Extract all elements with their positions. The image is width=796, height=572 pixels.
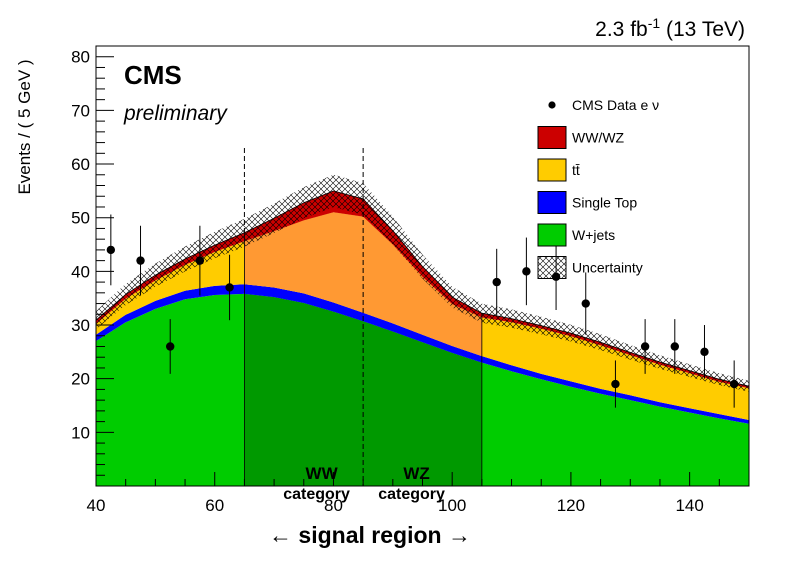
legend-entry: CMS Data e ν — [548, 97, 659, 113]
data-marker — [611, 379, 620, 389]
lumi-energy: (13 TeV) — [660, 18, 745, 41]
lumi-superscript: -1 — [648, 15, 661, 31]
data-marker — [700, 347, 709, 357]
legend-swatch — [537, 126, 567, 149]
uncertainty-hatch — [96, 174, 749, 392]
data-point — [670, 319, 679, 374]
data-marker — [581, 299, 590, 308]
legend-label: W+jets — [572, 227, 615, 243]
y-tick-label: 60 — [71, 155, 90, 174]
data-points — [106, 214, 739, 408]
data-point — [640, 319, 650, 374]
legend-swatch — [537, 191, 567, 214]
legend-swatch — [537, 223, 567, 247]
legend-hatch-swatch — [537, 256, 567, 279]
y-tick-label: 40 — [71, 262, 90, 281]
stacked-areas — [96, 190, 749, 486]
category-sub-ww: category — [283, 486, 350, 503]
data-marker — [106, 245, 116, 255]
data-point — [611, 360, 620, 408]
data-point — [136, 225, 145, 296]
category-name-wz: WZ — [403, 464, 429, 483]
legend-entry: tt̄ — [537, 158, 580, 182]
x-tick-label: 120 — [557, 496, 585, 515]
y-tick-label: 70 — [71, 101, 90, 120]
x-tick-label: 140 — [675, 496, 703, 515]
x-tick-label: 60 — [205, 496, 224, 515]
data-point — [225, 254, 234, 321]
legend-label: WW/WZ — [572, 130, 625, 146]
data-marker — [136, 256, 145, 265]
data-point — [729, 360, 739, 408]
legend-entry: Uncertainty — [537, 256, 643, 279]
data-marker — [729, 379, 739, 389]
data-marker — [522, 267, 531, 276]
data-marker — [166, 342, 175, 351]
area-single-top — [96, 284, 749, 424]
data-point — [700, 325, 709, 379]
data-point — [522, 237, 531, 306]
legend-entry: WW/WZ — [537, 126, 625, 149]
data-point — [581, 272, 590, 335]
axes: 40 60 80 100 120 140 10 20 30 40 50 60 70 80 — [71, 45, 720, 515]
x-axis-title: ← signal region → — [269, 522, 471, 548]
data-point — [106, 214, 116, 286]
category-name-ww: WW — [306, 464, 339, 483]
y-tick-label: 10 — [71, 423, 90, 442]
data-point — [166, 319, 175, 374]
uncertainty-band — [96, 174, 749, 392]
y-tick-label: 50 — [71, 209, 90, 228]
y-tick-label: 80 — [71, 48, 90, 67]
data-marker — [492, 277, 501, 287]
x-tick-label: 80 — [324, 496, 343, 515]
category-labels: WW category WZ category — [283, 464, 445, 503]
legend: CMS Data e ν WW/WZ tt̄ Single Top W+jets Unce… — [537, 97, 659, 279]
legend-label: tt̄ — [572, 162, 580, 178]
legend-marker — [548, 101, 556, 109]
data-point — [492, 248, 501, 316]
signal-region-lines — [243, 147, 483, 486]
status-label: preliminary — [123, 102, 228, 125]
y-axis-title: Events / ( 5 GeV ) — [15, 59, 34, 194]
data-point — [195, 225, 205, 296]
legend-entry: Single Top — [537, 191, 637, 214]
x-tick-label: 100 — [438, 496, 466, 515]
y-tick-label: 30 — [71, 316, 90, 335]
legend-label: Single Top — [572, 195, 637, 211]
y-tick-label: 20 — [71, 370, 90, 389]
data-marker — [640, 342, 650, 351]
data-marker — [225, 283, 234, 292]
legend-label: CMS Data e ν — [572, 97, 659, 113]
legend-entry: W+jets — [537, 223, 615, 247]
experiment-label: CMS — [124, 60, 182, 90]
data-marker — [195, 256, 205, 265]
x-tick-label: 40 — [87, 496, 106, 515]
lumi-label: 2.3 fb-1 (13 TeV) — [595, 15, 745, 41]
legend-swatch — [537, 158, 567, 182]
category-sub-wz: category — [378, 486, 445, 503]
data-marker — [670, 342, 679, 351]
legend-label: Uncertainty — [572, 260, 643, 276]
